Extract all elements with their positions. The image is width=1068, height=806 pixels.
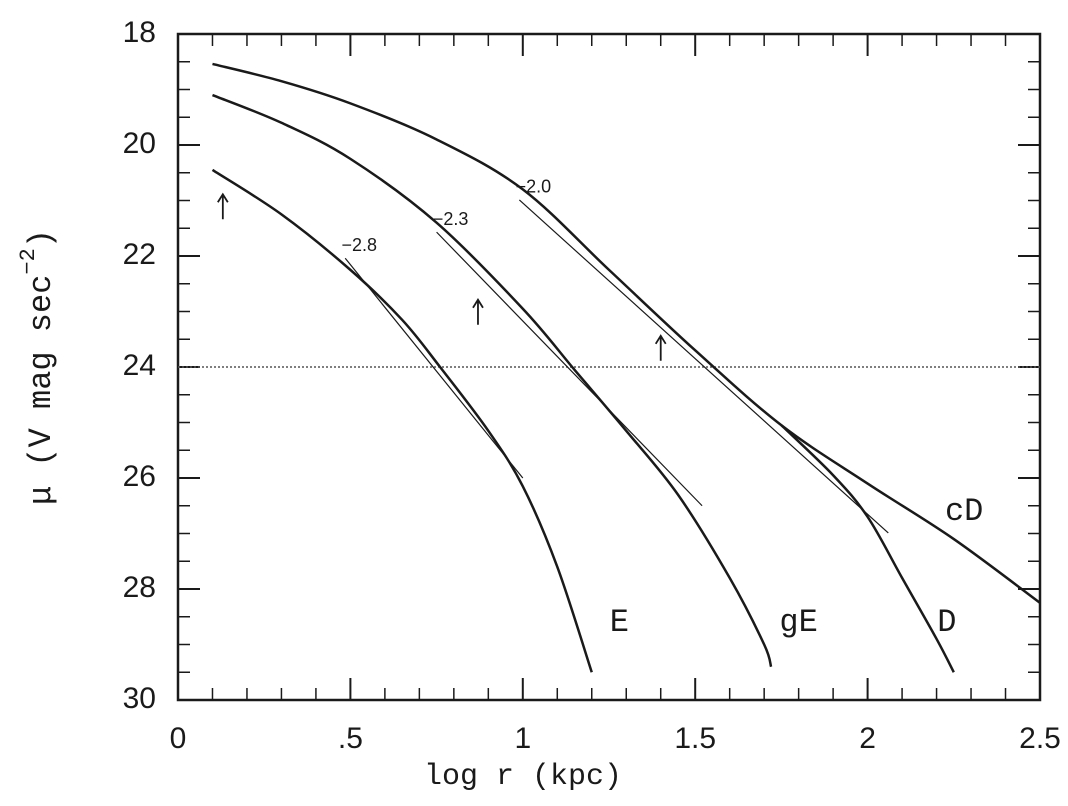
x-tick-label: 1 — [514, 722, 531, 755]
profile-curve — [212, 62, 1041, 604]
radius-arrow — [217, 192, 229, 220]
tangent-line — [518, 199, 889, 534]
x-axis-label: log r (kpc) — [424, 760, 622, 794]
slope-label: −2.8 — [341, 235, 377, 255]
radius-arrow — [472, 298, 484, 325]
tangent-line — [436, 231, 703, 507]
slope-label: −2.3 — [433, 209, 469, 229]
slope-label: −2.0 — [516, 177, 552, 197]
y-axis-label: μ (V mag sec−2) — [16, 229, 61, 505]
y-tick-label: 24 — [123, 349, 156, 382]
curve-label: gE — [779, 604, 817, 641]
y-tick-label: 22 — [123, 238, 156, 271]
y-axis-label-exponent: −2 — [16, 248, 41, 274]
y-tick-label: 26 — [123, 460, 156, 493]
x-tick-label: .5 — [338, 722, 363, 755]
profile-curve — [211, 168, 593, 673]
curve-label: E — [610, 604, 629, 641]
y-tick-label: 18 — [123, 16, 156, 49]
y-tick-label: 28 — [123, 571, 156, 604]
y-tick-label: 30 — [123, 682, 156, 715]
curve-label: cD — [945, 493, 983, 530]
tangent-line — [344, 257, 524, 479]
profile-curve — [212, 93, 773, 668]
y-tick-label: 20 — [123, 127, 156, 160]
x-tick-label: 0 — [170, 722, 187, 755]
profile-curve — [780, 424, 955, 673]
x-tick-label: 1.5 — [674, 722, 716, 755]
x-tick-label: 2.5 — [1019, 722, 1061, 755]
radius-arrow — [654, 334, 667, 361]
y-axis-label-text: μ (V mag sec — [23, 275, 60, 505]
curve-label: D — [937, 604, 956, 641]
y-axis-label-end: ) — [23, 229, 60, 248]
x-tick-label: 2 — [859, 722, 876, 755]
